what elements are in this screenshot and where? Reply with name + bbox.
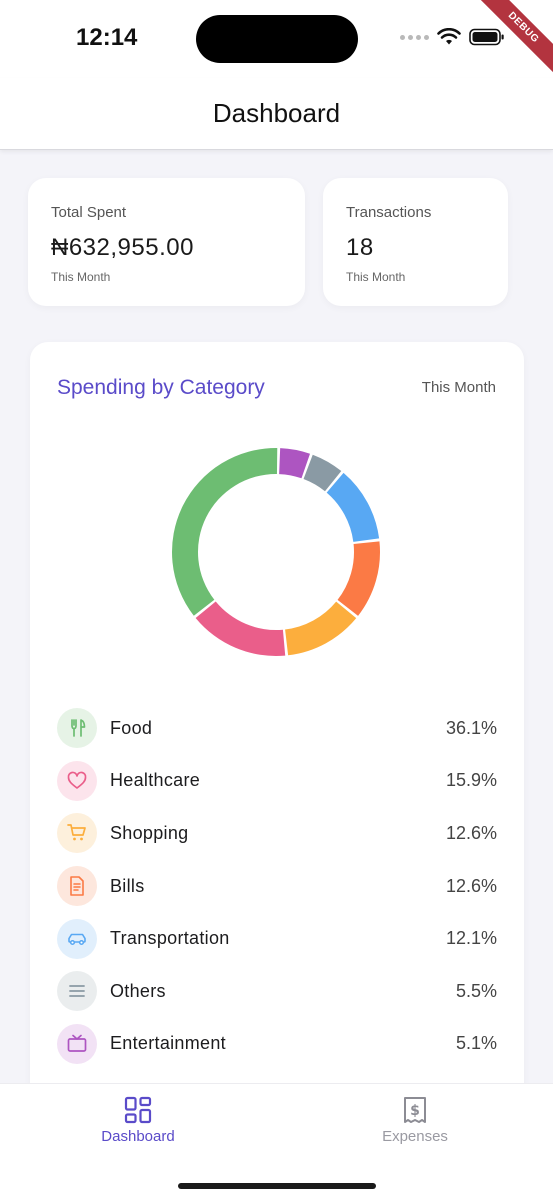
- tv-icon: [57, 1023, 97, 1064]
- category-legend-row[interactable]: Others 5.5%: [57, 965, 497, 1018]
- nav-expenses-label: Expenses: [382, 1128, 448, 1145]
- donut-slice-transportation: [326, 472, 380, 542]
- total-spent-label: Total Spent: [51, 204, 127, 221]
- donut-slice-others: [303, 454, 342, 492]
- svg-text:$: $: [410, 1103, 420, 1119]
- status-icons: [400, 26, 505, 48]
- donut-slice-shopping: [285, 601, 357, 656]
- car-icon: [57, 918, 97, 959]
- donut-slice-food: [171, 448, 278, 616]
- category-name: Food: [110, 717, 153, 738]
- category-percent: 12.1%: [445, 928, 497, 949]
- signal-dots-icon: [400, 34, 429, 40]
- list-icon: [57, 971, 97, 1012]
- category-name: Shopping: [110, 822, 189, 843]
- bottom-navigation: Dashboard $ Expenses: [0, 1083, 553, 1200]
- category-name: Healthcare: [110, 770, 201, 791]
- category-percent: 5.5%: [455, 980, 497, 1001]
- debug-label: DEBUG: [473, 0, 553, 78]
- spending-by-category-card: Spending by Category This Month Food 36.…: [30, 342, 524, 1102]
- dollar-receipt-icon: $: [404, 1097, 426, 1123]
- category-legend-row[interactable]: Food 36.1%: [57, 702, 497, 755]
- dashboard-grid-icon: [124, 1096, 152, 1124]
- total-spent-period: This Month: [51, 270, 111, 284]
- donut-slice-entertainment: [279, 448, 310, 479]
- category-percent: 12.6%: [445, 875, 497, 896]
- nav-dashboard[interactable]: Dashboard: [68, 1096, 208, 1145]
- total-spent-value: ₦632,955.00: [51, 234, 194, 261]
- category-percent: 5.1%: [455, 1033, 497, 1054]
- category-period: This Month: [421, 379, 496, 396]
- category-name: Others: [110, 980, 166, 1001]
- category-legend: Food 36.1% Healthcare 15.9% Shopping 12.…: [57, 702, 497, 1070]
- status-time: 12:14: [76, 24, 138, 51]
- category-legend-row[interactable]: Bills 12.6%: [57, 860, 497, 913]
- donut-slice-healthcare: [195, 601, 286, 656]
- app-bar: Dashboard: [0, 78, 553, 150]
- cart-icon: [57, 813, 97, 854]
- debug-banner: DEBUG: [473, 0, 553, 80]
- category-percent: 12.6%: [445, 822, 497, 843]
- category-legend-row[interactable]: Shopping 12.6%: [57, 807, 497, 860]
- total-spent-card: Total Spent ₦632,955.00 This Month: [28, 178, 305, 306]
- nav-dashboard-label: Dashboard: [101, 1128, 175, 1145]
- category-legend-row[interactable]: Transportation 12.1%: [57, 912, 497, 965]
- transactions-value: 18: [346, 234, 374, 261]
- transactions-label: Transactions: [346, 204, 432, 221]
- category-legend-row[interactable]: Healthcare 15.9%: [57, 755, 497, 808]
- battery-icon: [469, 28, 504, 46]
- receipt-icon: [57, 866, 97, 907]
- category-name: Bills: [110, 875, 145, 896]
- dynamic-island: [196, 15, 358, 63]
- wifi-icon: [437, 28, 461, 45]
- home-indicator: [178, 1183, 376, 1189]
- category-name: Transportation: [110, 928, 230, 949]
- transactions-period: This Month: [346, 270, 406, 284]
- fork-knife-icon: [57, 708, 97, 749]
- nav-expenses[interactable]: $ Expenses: [345, 1096, 485, 1145]
- status-bar: 12:14 DEBUG: [0, 0, 553, 78]
- category-card-title: Spending by Category: [57, 376, 265, 399]
- category-name: Entertainment: [110, 1033, 226, 1054]
- category-legend-row[interactable]: Entertainment 5.1%: [57, 1018, 497, 1071]
- transactions-card: Transactions 18 This Month: [323, 178, 508, 306]
- page-title: Dashboard: [212, 98, 341, 128]
- donut-slice-bills: [337, 541, 380, 616]
- heart-icon: [57, 760, 97, 801]
- category-percent: 15.9%: [445, 770, 497, 791]
- category-donut-chart: [171, 448, 380, 656]
- category-percent: 36.1%: [445, 717, 497, 738]
